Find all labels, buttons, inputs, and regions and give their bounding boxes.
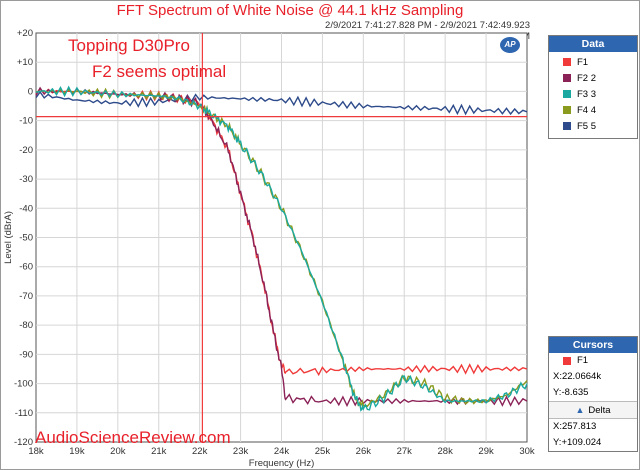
legend-item[interactable]: F3 3 bbox=[549, 86, 637, 102]
legend-item[interactable]: F4 4 bbox=[549, 102, 637, 118]
x-tick-label: 30k bbox=[519, 446, 535, 457]
x-tick-label: 19k bbox=[69, 446, 85, 457]
delta-header[interactable]: ▲ Delta bbox=[549, 401, 637, 419]
legend-item[interactable]: F5 5 bbox=[549, 118, 637, 134]
x-tick-label: 27k bbox=[397, 446, 413, 457]
device-annotation: Topping D30Pro bbox=[68, 36, 190, 55]
legend-label: F2 2 bbox=[577, 72, 597, 84]
cursors-title: Cursors bbox=[549, 337, 637, 353]
x-tick-label: 29k bbox=[478, 446, 494, 457]
x-tick-label: 21k bbox=[151, 446, 167, 457]
cursor-swatch bbox=[563, 357, 571, 365]
legend-item[interactable]: F2 2 bbox=[549, 70, 637, 86]
data-legend-panel: Data F1 F2 2 F3 3 F4 4 F5 5 bbox=[548, 35, 638, 139]
x-tick-label: 20k bbox=[110, 446, 126, 457]
legend-label: F5 5 bbox=[577, 120, 597, 132]
series-layer bbox=[35, 85, 528, 412]
y-tick-label: -50 bbox=[19, 233, 33, 244]
data-legend-title: Data bbox=[549, 36, 637, 52]
legend-swatch bbox=[563, 122, 571, 130]
legend-swatch bbox=[563, 106, 571, 114]
legend-swatch bbox=[563, 58, 571, 66]
legend-label: F1 bbox=[577, 56, 589, 68]
x-tick-label: 22k bbox=[192, 446, 208, 457]
y-tick-label: -110 bbox=[15, 408, 33, 419]
x-tick-label: 26k bbox=[356, 446, 372, 457]
axis-layer: 18k 19k 20k 21k 22k 23k 24k 25k 26k 27k 28k 29k 30k +… bbox=[3, 28, 535, 469]
x-tick-label: 28k bbox=[438, 446, 454, 457]
cursor-x-value: X:22.0664k bbox=[553, 371, 602, 382]
cursor-layer bbox=[36, 33, 527, 442]
y-tick-label: -30 bbox=[19, 174, 33, 185]
legend-swatch bbox=[563, 74, 571, 82]
y-tick-label: -90 bbox=[19, 349, 33, 360]
cursor-y-value: Y:-8.635 bbox=[553, 387, 589, 398]
x-tick-label: 23k bbox=[233, 446, 249, 457]
delta-y-value: Y:+109.024 bbox=[553, 437, 602, 448]
x-tick-label: 24k bbox=[274, 446, 290, 457]
ap-logo-icon: AP bbox=[500, 37, 520, 53]
legend-swatch bbox=[563, 90, 571, 98]
x-tick-label: 18k bbox=[28, 446, 44, 457]
series-line-f5-5 bbox=[35, 90, 528, 116]
cursor-series[interactable]: F1 bbox=[549, 353, 637, 369]
cursor-series-label: F1 bbox=[577, 355, 589, 366]
cursors-panel: Cursors F1 X:22.0664k Y:-8.635 ▲ Delta X:… bbox=[548, 336, 638, 452]
x-axis-label: Frequency (Hz) bbox=[249, 458, 314, 469]
delta-triangle-icon: ▲ bbox=[575, 405, 585, 415]
chart-title: FFT Spectrum of White Noise @ 44.1 kHz S… bbox=[116, 2, 464, 19]
delta-x-value: X:257.813 bbox=[553, 421, 597, 432]
watermark-text: AudioScienceReview.com bbox=[35, 428, 231, 447]
y-tick-label: +10 bbox=[17, 57, 33, 68]
y-tick-label: -70 bbox=[19, 291, 33, 302]
y-tick-label: -80 bbox=[19, 320, 33, 331]
legend-item[interactable]: F1 bbox=[549, 54, 637, 70]
y-tick-label: +20 bbox=[17, 28, 33, 39]
y-tick-label: -100 bbox=[14, 379, 33, 390]
legend-label: F4 4 bbox=[577, 104, 597, 116]
x-tick-label: 25k bbox=[315, 446, 331, 457]
legend-label: F3 3 bbox=[577, 88, 597, 100]
y-tick-label: 0 bbox=[28, 86, 33, 97]
y-tick-label: -60 bbox=[19, 262, 33, 273]
note-annotation: F2 seems optimal bbox=[92, 62, 227, 81]
y-tick-label: -20 bbox=[19, 145, 33, 156]
y-tick-label: -40 bbox=[19, 203, 33, 214]
y-tick-label: -120 bbox=[14, 437, 33, 448]
delta-label: Delta bbox=[588, 405, 611, 416]
y-tick-label: -10 bbox=[19, 116, 33, 127]
series-line-f3-3 bbox=[35, 85, 528, 412]
y-axis-label: Level (dBrA) bbox=[3, 211, 14, 264]
